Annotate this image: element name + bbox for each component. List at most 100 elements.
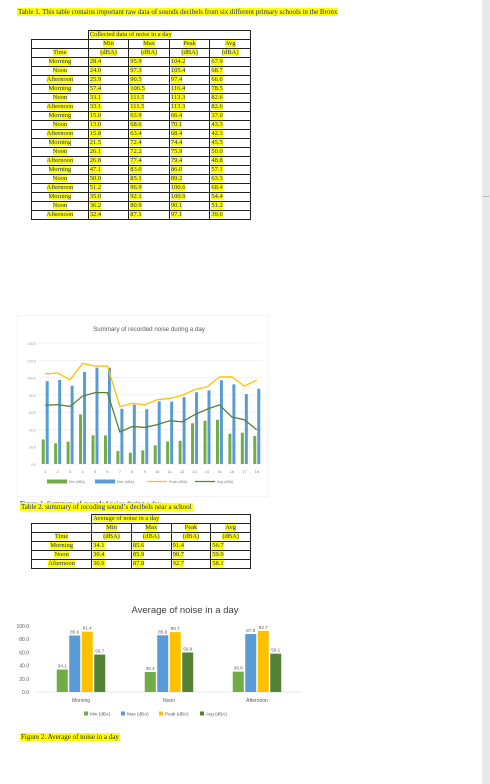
bar-min xyxy=(144,671,156,692)
bar-min xyxy=(54,443,58,464)
bar-max xyxy=(245,634,257,692)
value-cell: 33.1 xyxy=(87,102,130,112)
bar-peak xyxy=(81,631,93,692)
table-header-row: Min Max Peak Avg xyxy=(30,523,251,533)
table-row: Morning 57.4 106.5 116.4 78.5 xyxy=(31,84,251,94)
bar-peak xyxy=(257,630,269,692)
legend-item: Min (dBA) xyxy=(47,479,85,484)
legend-item: Max (dBA) xyxy=(121,711,149,717)
value-cell: 68.4 xyxy=(209,183,251,193)
column-header: (dBA) xyxy=(168,48,211,58)
bar-min xyxy=(153,445,157,464)
column-header: (dBA) xyxy=(209,48,251,58)
table-row: Morning 34.1 85.6 91.4 56.7 xyxy=(30,541,251,551)
value-cell: 37.0 xyxy=(209,111,251,121)
column-header: (dBA) xyxy=(91,532,132,542)
legend-label: Max (dBA) xyxy=(117,480,134,484)
x-tick-label: 10 xyxy=(155,470,159,474)
value-cell: 91.4 xyxy=(170,541,212,551)
bar-min xyxy=(240,432,244,464)
value-cell: 34.1 xyxy=(91,541,132,551)
value-cell: 105.4 xyxy=(168,66,211,76)
y-tick-label: 100.0 xyxy=(17,624,29,630)
x-tick-label: 12 xyxy=(180,470,184,474)
x-tick-label: Morning xyxy=(72,698,90,704)
table-row: Afternoon 25.9 90.5 97.4 66.6 xyxy=(31,75,251,85)
bar-max xyxy=(120,408,124,464)
data-label: 91.4 xyxy=(83,626,92,631)
value-cell: 96.9 xyxy=(128,183,170,193)
column-header: Avg xyxy=(210,523,251,533)
value-cell: 85.6 xyxy=(130,541,172,551)
time-cell: Morning xyxy=(31,84,89,94)
y-tick-label: 40.0 xyxy=(19,664,29,670)
data-label: 85.9 xyxy=(158,629,167,634)
column-header: Max xyxy=(128,39,170,49)
value-cell: 33.1 xyxy=(87,93,130,103)
value-cell: 50.0 xyxy=(87,174,130,184)
x-tick-label: 3 xyxy=(69,470,71,474)
time-cell: Morning xyxy=(31,138,89,148)
value-cell: 100.9 xyxy=(168,192,211,202)
bar-max xyxy=(107,367,111,464)
table2: Average of noise in a day Min Max Peak Avg Ti… xyxy=(30,514,251,569)
table-row: Afternoon 30.9 87.8 92.7 58.1 xyxy=(30,559,251,569)
value-cell: 80.9 xyxy=(128,201,170,211)
bar-min xyxy=(215,419,219,464)
legend-label: Avg (dBA) xyxy=(217,480,233,484)
legend-swatch xyxy=(121,711,125,716)
time-cell: Morning xyxy=(31,57,89,67)
bar-min xyxy=(203,420,207,464)
value-cell: 97.1 xyxy=(168,210,211,220)
x-tick-label: 11 xyxy=(168,470,172,474)
bar-max xyxy=(95,367,99,464)
data-label: 87.8 xyxy=(246,628,255,633)
column-header: (dBA) xyxy=(128,48,170,58)
x-tick-label: Afternoon xyxy=(246,698,268,704)
legend-item: Avg (dBA) xyxy=(200,711,227,717)
bar-max xyxy=(207,390,211,464)
x-tick-label: 13 xyxy=(192,470,196,474)
value-cell: 86.0 xyxy=(168,165,211,175)
value-cell: 87.8 xyxy=(130,559,172,569)
value-cell: 24.0 xyxy=(87,66,130,76)
value-cell: 50.0 xyxy=(209,147,251,157)
y-tick-label: 0.0 xyxy=(22,690,29,696)
data-label: 85.6 xyxy=(70,630,79,635)
column-header: Peak xyxy=(168,39,211,49)
table-header-row: Min Max Peak Avg xyxy=(31,39,251,49)
bar-max xyxy=(182,397,186,464)
bar-max xyxy=(232,384,236,464)
bar-max xyxy=(170,401,174,464)
time-cell: Noon xyxy=(31,147,89,157)
value-cell: 116.4 xyxy=(168,84,211,94)
column-header: (dBA) xyxy=(170,532,212,542)
legend-swatch xyxy=(47,479,67,484)
bar-min xyxy=(66,441,70,464)
table-row: Afternoon 15.8 63.4 68.4 42.3 xyxy=(31,129,251,139)
bar-max xyxy=(132,404,136,464)
legend-label: Min (dBA) xyxy=(90,712,111,717)
bar-min xyxy=(79,414,83,464)
bar-min xyxy=(191,423,195,464)
value-cell: 45.5 xyxy=(209,138,251,148)
value-cell: 54.4 xyxy=(209,192,251,202)
y-tick-label: 80.0 xyxy=(19,637,29,643)
bar-min xyxy=(166,441,170,464)
legend-swatch xyxy=(159,711,163,716)
value-cell: 77.4 xyxy=(128,156,170,166)
value-cell: 58.1 xyxy=(210,559,251,569)
value-cell: 113.3 xyxy=(168,93,211,103)
value-cell: 95.9 xyxy=(128,57,170,67)
value-cell: 68.6 xyxy=(128,120,170,130)
value-cell: 106.5 xyxy=(128,84,170,94)
y-tick-label: 20.0 xyxy=(29,446,36,450)
bar-max xyxy=(157,635,169,692)
value-cell: 111.5 xyxy=(128,93,170,103)
bar-min xyxy=(253,435,257,464)
y-tick-label: 100.0 xyxy=(27,377,36,381)
value-cell: 36.2 xyxy=(87,201,130,211)
legend-swatch xyxy=(84,711,88,716)
time-cell: Afternoon xyxy=(31,210,89,220)
